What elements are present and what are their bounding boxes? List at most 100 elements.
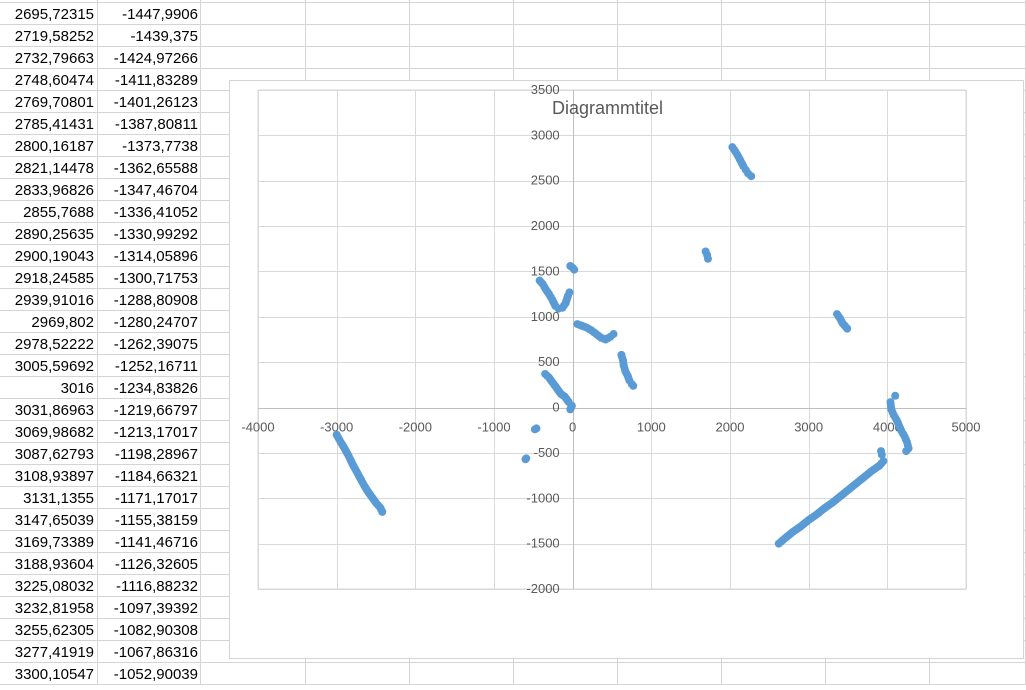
y-tick-label: 3500 <box>531 82 560 97</box>
cell-y-value[interactable]: -1439,375 <box>130 28 198 45</box>
cell-y-value[interactable]: -1280,24707 <box>114 314 198 331</box>
cell-x-value[interactable]: 2890,25635 <box>15 226 94 243</box>
cell-x-value[interactable]: 3147,65039 <box>15 512 94 529</box>
y-tick-label: 1500 <box>531 263 560 278</box>
x-tick-label: -1000 <box>477 420 510 435</box>
data-series <box>332 143 913 548</box>
data-point <box>565 288 574 297</box>
data-point <box>902 447 911 456</box>
y-tick-label: -1500 <box>526 536 559 551</box>
cell-x-value[interactable]: 3232,81958 <box>15 600 94 617</box>
data-point <box>609 330 618 339</box>
cell-x-value[interactable]: 2748,60474 <box>15 72 94 89</box>
cell-x-value[interactable]: 2785,41431 <box>15 116 94 133</box>
cell-x-value[interactable]: 3108,93897 <box>15 468 94 485</box>
cell-y-value[interactable]: -1373,7738 <box>122 138 198 155</box>
cell-x-value[interactable]: 2855,7688 <box>23 204 94 221</box>
cell-x-value[interactable]: 3005,59692 <box>15 358 94 375</box>
cell-y-value[interactable]: -1447,9906 <box>122 6 198 23</box>
cell-y-value[interactable]: -1234,83826 <box>114 380 198 397</box>
data-point <box>891 391 900 400</box>
data-point <box>532 424 541 433</box>
cell-y-value[interactable]: -1387,80811 <box>115 116 198 133</box>
cell-x-value[interactable]: 3300,10547 <box>15 666 94 683</box>
cell-y-value[interactable]: -1082,90308 <box>114 622 198 639</box>
data-point <box>567 401 576 410</box>
data-point <box>570 265 579 274</box>
data-point <box>877 450 886 459</box>
cell-x-value[interactable]: 3031,86963 <box>15 402 94 419</box>
y-tick-label: -2000 <box>526 581 559 596</box>
y-tick-label: 2000 <box>531 218 560 233</box>
cell-x-value[interactable]: 2900,19043 <box>15 248 94 265</box>
cell-x-value[interactable]: 3087,62793 <box>15 446 94 463</box>
cell-y-value[interactable]: -1116,88232 <box>116 578 198 595</box>
cell-y-value[interactable]: -1262,39075 <box>114 336 198 353</box>
cell-y-value[interactable]: -1411,83289 <box>115 72 198 89</box>
x-tick-label: 3000 <box>794 420 823 435</box>
y-tick-label: 3000 <box>531 127 560 142</box>
data-point <box>703 254 712 263</box>
y-tick-label: -1000 <box>526 490 559 505</box>
cell-y-value[interactable]: -1067,86316 <box>114 644 198 661</box>
chart-area[interactable]: -2000 -1500 -1000 -500 0 500 1000 1500 2000 2500 3… <box>229 80 1024 659</box>
data-point <box>378 507 387 516</box>
data-point <box>843 324 852 333</box>
cell-x-value[interactable]: 2732,79663 <box>15 50 94 67</box>
x-tick-label: -2000 <box>399 420 432 435</box>
x-tick-label: 2000 <box>716 420 745 435</box>
cell-x-value[interactable]: 2821,14478 <box>15 160 94 177</box>
x-tick-label: -4000 <box>241 420 274 435</box>
cell-x-value[interactable]: 3225,08032 <box>15 578 94 595</box>
data-point <box>629 381 638 390</box>
cell-x-value[interactable]: 2833,96826 <box>15 182 94 199</box>
data-point <box>522 454 531 463</box>
cell-x-value[interactable]: 3016 <box>61 380 94 397</box>
cell-y-value[interactable]: -1401,26123 <box>114 94 198 111</box>
cell-y-value[interactable]: -1141,46716 <box>115 534 198 551</box>
cell-y-value[interactable]: -1052,90039 <box>114 666 198 683</box>
y-tick-label: 1000 <box>531 309 560 324</box>
cell-y-value[interactable]: -1347,46704 <box>114 182 198 199</box>
cell-y-value[interactable]: -1184,66321 <box>115 468 198 485</box>
cell-x-value[interactable]: 2978,52222 <box>15 336 94 353</box>
x-tick-label: 1000 <box>637 420 666 435</box>
cell-x-value[interactable]: 2769,70801 <box>15 94 94 111</box>
y-tick-label: -500 <box>534 445 560 460</box>
cell-x-value[interactable]: 2719,58252 <box>15 28 94 45</box>
cell-y-value[interactable]: -1300,71753 <box>114 270 198 287</box>
x-tick-label: -3000 <box>320 420 353 435</box>
chart-title[interactable]: Diagrammtitel <box>552 98 663 118</box>
cell-x-value[interactable]: 2695,72315 <box>15 6 94 23</box>
cell-x-value[interactable]: 2800,16187 <box>15 138 94 155</box>
y-tick-label: 0 <box>552 400 559 415</box>
cell-y-value[interactable]: -1155,38159 <box>115 512 198 529</box>
cell-y-value[interactable]: -1336,41052 <box>114 204 198 221</box>
cell-y-value[interactable]: -1314,05896 <box>114 248 198 265</box>
cell-y-value[interactable]: -1126,32605 <box>115 556 198 573</box>
cell-y-value[interactable]: -1362,65588 <box>114 160 198 177</box>
cell-x-value[interactable]: 3131,1355 <box>23 490 94 507</box>
cell-y-value[interactable]: -1198,28967 <box>115 446 198 463</box>
cell-y-value[interactable]: -1288,80908 <box>114 292 198 309</box>
cell-x-value[interactable]: 3277,41919 <box>15 644 94 661</box>
cell-y-value[interactable]: -1424,97266 <box>114 50 198 67</box>
cell-x-value[interactable]: 3069,98682 <box>15 424 94 441</box>
cell-y-value[interactable]: -1219,66797 <box>114 402 198 419</box>
x-tick-label: 5000 <box>952 420 981 435</box>
data-point <box>879 457 888 466</box>
cell-x-value[interactable]: 2939,91016 <box>15 292 94 309</box>
y-tick-label: 2500 <box>531 173 560 188</box>
cell-y-value[interactable]: -1097,39392 <box>114 600 198 617</box>
cell-x-value[interactable]: 3169,73389 <box>15 534 94 551</box>
x-tick-label: 0 <box>569 420 576 435</box>
cell-x-value[interactable]: 3188,93604 <box>15 556 94 573</box>
cell-y-value[interactable]: -1171,17017 <box>115 490 198 507</box>
cell-x-value[interactable]: 3255,62305 <box>15 622 94 639</box>
scatter-chart: -2000 -1500 -1000 -500 0 500 1000 1500 2000 2500 3… <box>241 82 981 596</box>
cell-x-value[interactable]: 2969,802 <box>31 314 94 331</box>
cell-y-value[interactable]: -1252,16711 <box>115 358 198 375</box>
cell-y-value[interactable]: -1330,99292 <box>114 226 198 243</box>
cell-x-value[interactable]: 2918,24585 <box>15 270 94 287</box>
cell-y-value[interactable]: -1213,17017 <box>114 424 198 441</box>
